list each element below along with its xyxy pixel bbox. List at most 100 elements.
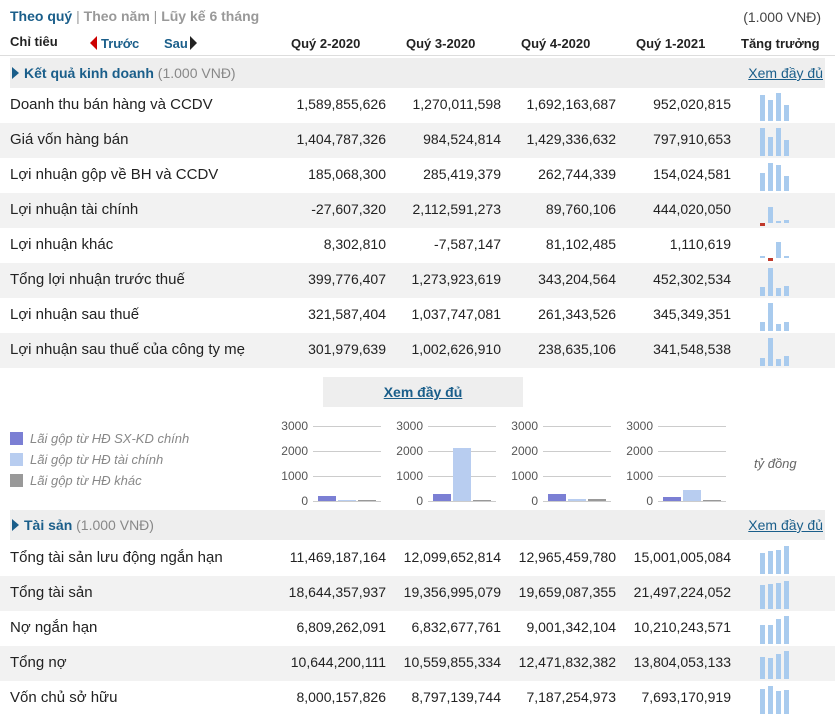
- cell-value: 444,020,050: [653, 201, 731, 217]
- tab-theo-quy[interactable]: Theo quý: [10, 8, 73, 24]
- table-row: Lợi nhuận tài chính -27,607,320 2,112,591,…: [0, 193, 835, 228]
- cell-value: 1,002,626,910: [411, 341, 501, 357]
- y-tick-label: 3000: [626, 419, 653, 433]
- cell-value: 238,635,106: [538, 341, 616, 357]
- row-label: Nợ ngắn hạn: [10, 619, 98, 636]
- cell-value: 19,356,995,079: [403, 584, 501, 600]
- mini-bar-chart: 3000 2000 1000 0: [393, 418, 503, 510]
- sparkline-bar: [776, 619, 781, 644]
- sparkline-bar: [768, 551, 773, 574]
- header-chitieu: Chỉ tiêu: [10, 34, 58, 49]
- cell-value: 6,809,262,091: [296, 619, 386, 635]
- sparkline-bar: [768, 303, 773, 331]
- header-period-4: Quý 1-2021: [636, 36, 706, 51]
- sparkline-bar: [760, 688, 765, 714]
- sparkline-bar: [784, 286, 789, 296]
- y-tick-label: 0: [531, 494, 538, 508]
- table-row: Doanh thu bán hàng và CCDV 1,589,855,626 1…: [0, 88, 835, 123]
- cell-value: 1,110,619: [669, 236, 731, 252]
- growth-sparkline: [760, 161, 800, 191]
- growth-sparkline: [760, 614, 800, 644]
- cell-value: 21,497,224,052: [633, 584, 731, 600]
- cell-value: 262,744,339: [538, 166, 616, 182]
- sparkline-bar: [776, 288, 781, 296]
- triangle-right-icon: [12, 67, 19, 79]
- legend-swatch: [10, 474, 23, 487]
- cell-value: 10,210,243,571: [633, 619, 731, 635]
- arrow-right-icon: [189, 36, 197, 50]
- row-label: Lợi nhuận tài chính: [10, 201, 139, 218]
- cell-value: 341,548,538: [653, 341, 731, 357]
- view-full-link[interactable]: Xem đầy đủ: [748, 65, 823, 81]
- y-tick-label: 2000: [396, 444, 423, 458]
- cell-value: 7,187,254,973: [526, 689, 616, 705]
- gridline: [313, 476, 381, 477]
- growth-sparkline: [760, 126, 800, 156]
- growth-sparkline: [760, 544, 800, 574]
- chart-bar: [568, 498, 586, 501]
- cell-value: -7,587,147: [434, 236, 501, 252]
- growth-sparkline: [760, 301, 800, 331]
- mini-bar-chart: 3000 2000 1000 0: [508, 418, 618, 510]
- cell-value: 89,760,106: [545, 201, 616, 217]
- sparkline-bar: [760, 657, 765, 679]
- sparkline-bar: [784, 105, 789, 121]
- gridline: [313, 501, 381, 502]
- gridline: [428, 426, 496, 427]
- gridline: [428, 501, 496, 502]
- legend-item: Lãi gộp từ HĐ khác: [10, 473, 189, 494]
- chart-unit: tỷ đồng: [754, 456, 797, 471]
- row-label: Vốn chủ sở hữu: [10, 689, 118, 706]
- sparkline-bar: [760, 256, 765, 258]
- sparkline-bar: [768, 207, 773, 223]
- gridline: [313, 451, 381, 452]
- table-row: Tổng nợ 10,644,200,111 10,559,855,334 12,47…: [0, 646, 835, 681]
- chart-legend: Lãi gộp từ HĐ SX-KD chính Lãi gộp từ HĐ …: [10, 431, 189, 494]
- cell-value: 11,469,187,164: [289, 549, 386, 565]
- section-title-text: Tài sản: [24, 517, 73, 533]
- cell-value: 10,644,200,111: [290, 654, 386, 670]
- gridline: [658, 476, 726, 477]
- sparkline-bar: [768, 258, 773, 261]
- sparkline-bar: [760, 223, 765, 226]
- sparkline-bar: [784, 256, 789, 258]
- gridline: [543, 476, 611, 477]
- gridline: [658, 426, 726, 427]
- view-full-button[interactable]: Xem đầy đủ: [323, 377, 523, 407]
- row-label: Lợi nhuận khác: [10, 236, 114, 253]
- y-tick-label: 1000: [626, 469, 653, 483]
- next-button[interactable]: Sau: [164, 36, 197, 51]
- chart-bar: [358, 500, 376, 501]
- prev-label: Trước: [101, 36, 140, 51]
- table-row: Lợi nhuận sau thuế 321,587,404 1,037,747,0…: [0, 298, 835, 333]
- tab-luy-ke-6-thang[interactable]: Lũy kế 6 tháng: [161, 8, 260, 24]
- cell-value: 452,302,534: [653, 271, 731, 287]
- cell-value: 285,419,379: [423, 166, 501, 182]
- cell-value: 343,204,564: [538, 271, 616, 287]
- chart-bar: [663, 497, 681, 501]
- cell-value: 1,404,787,326: [296, 131, 386, 147]
- gridline: [313, 426, 381, 427]
- y-tick-label: 3000: [281, 419, 308, 433]
- cell-value: 1,037,747,081: [411, 306, 501, 322]
- cell-value: 10,559,855,334: [403, 654, 501, 670]
- tab-theo-nam[interactable]: Theo năm: [83, 8, 150, 24]
- sparkline-bar: [776, 242, 781, 258]
- growth-sparkline: [760, 196, 800, 226]
- unit-label: (1.000 VNĐ): [743, 9, 821, 25]
- gridline: [658, 451, 726, 452]
- header-period-1: Quý 2-2020: [291, 36, 361, 51]
- sparkline-bar: [776, 323, 781, 331]
- table-row: Tổng lợi nhuận trước thuế 399,776,407 1,27…: [0, 263, 835, 298]
- view-full-link[interactable]: Xem đầy đủ: [748, 517, 823, 533]
- cell-value: 1,429,336,632: [526, 131, 616, 147]
- sparkline-bar: [784, 651, 789, 679]
- sparkline-bar: [760, 322, 765, 331]
- prev-button[interactable]: Trước: [90, 36, 139, 51]
- sparkline-bar: [768, 163, 773, 191]
- header-period-3: Quý 4-2020: [521, 36, 591, 51]
- growth-sparkline: [760, 91, 800, 121]
- table-row: Lợi nhuận khác 8,302,810 -7,587,147 81,102,…: [0, 228, 835, 263]
- legend-label: Lãi gộp từ HĐ SX-KD chính: [30, 431, 190, 446]
- section-ket-qua-kinh-doanh: Kết quả kinh doanh (1.000 VNĐ) Xem đầy đ…: [10, 58, 825, 88]
